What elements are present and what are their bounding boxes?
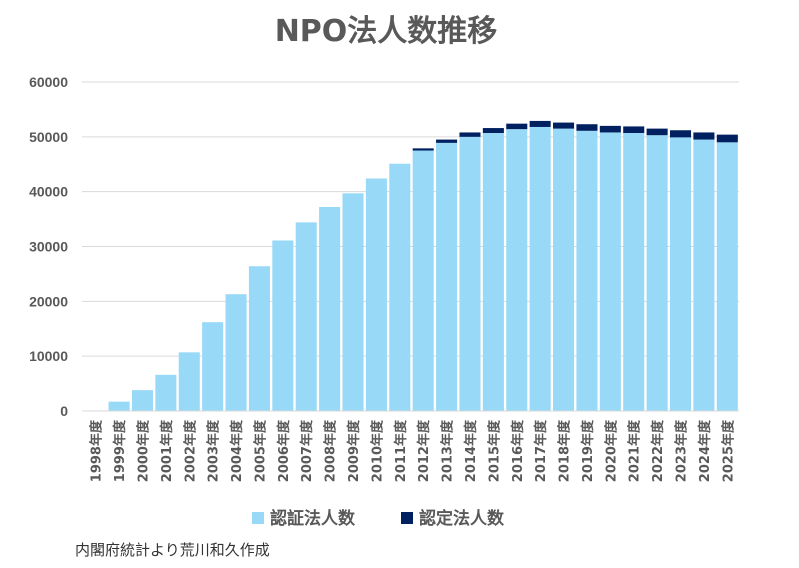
x-tick-label: 2010年度 — [369, 419, 385, 482]
y-tick-label: 10000 — [29, 348, 68, 364]
x-tick-label: 2018年度 — [557, 419, 573, 482]
x-tick-label: 2006年度 — [276, 419, 292, 482]
legend: 認証法人数 認定法人数 — [252, 508, 505, 529]
bar-ninsho-2014年度 — [459, 136, 481, 411]
bar-ninsho-2024年度 — [693, 139, 715, 411]
legend-swatch-ninsho — [252, 512, 264, 524]
bar-ninsho-2001年度 — [155, 374, 177, 411]
y-tick-label: 40000 — [29, 184, 68, 200]
bar-ninsho-2021年度 — [623, 133, 645, 411]
x-tick-label: 2011年度 — [393, 419, 409, 482]
x-tick-label: 1999年度 — [112, 419, 128, 482]
bar-ninsho-2015年度 — [482, 133, 504, 411]
legend-swatch-nintei — [401, 512, 413, 524]
y-tick-label: 60000 — [29, 74, 68, 90]
bar-ninsho-2012年度 — [412, 150, 434, 412]
source-note: 内閣府統計より荒川和久作成 — [75, 541, 270, 559]
x-tick-label: 2005年度 — [252, 419, 268, 482]
x-tick-label: 2009年度 — [346, 419, 362, 482]
bar-ninsho-2022年度 — [646, 135, 668, 411]
bar-ninsho-2019年度 — [576, 130, 598, 412]
bar-nintei-2021年度 — [623, 126, 645, 133]
bar-ninsho-2002年度 — [178, 352, 200, 411]
bar-ninsho-2004年度 — [225, 294, 247, 411]
bar-ninsho-1999年度 — [108, 401, 130, 411]
bar-nintei-2020年度 — [599, 125, 621, 133]
bar-nintei-2017年度 — [529, 120, 551, 127]
bar-nintei-2023年度 — [669, 130, 692, 138]
x-tick-label: 1998年度 — [89, 419, 105, 482]
y-tick-label: 50000 — [29, 129, 68, 145]
bar-ninsho-2025年度 — [716, 142, 738, 411]
bar-ninsho-2006年度 — [272, 240, 294, 411]
bar-nintei-2025年度 — [716, 134, 738, 143]
bar-ninsho-2017年度 — [529, 126, 551, 412]
x-tick-label: 2020年度 — [603, 419, 619, 482]
bar-nintei-2024年度 — [693, 132, 715, 140]
x-tick-label: 2004年度 — [229, 419, 245, 482]
bar-ninsho-2008年度 — [319, 207, 341, 411]
bar-nintei-2022年度 — [646, 128, 668, 136]
bar-ninsho-2023年度 — [669, 137, 692, 411]
bar-ninsho-2007年度 — [295, 222, 317, 411]
x-tick-label: 2003年度 — [206, 419, 222, 482]
bar-ninsho-2009年度 — [342, 193, 364, 411]
x-tick-label: 2001年度 — [159, 419, 175, 482]
bar-nintei-2016年度 — [506, 123, 528, 130]
x-tick-label: 2015年度 — [486, 419, 502, 482]
x-tick-label: 2023年度 — [674, 419, 690, 482]
bar-nintei-2018年度 — [553, 122, 575, 129]
y-tick-label: 30000 — [29, 239, 68, 255]
x-tick-label: 2000年度 — [135, 419, 151, 482]
x-tick-label: 2025年度 — [720, 419, 736, 482]
bar-nintei-2015年度 — [482, 128, 504, 133]
bar-nintei-2019年度 — [576, 124, 598, 131]
y-axis-ticks: 0 10000 20000 30000 40000 50000 60000 — [29, 74, 68, 419]
bar-nintei-2014年度 — [459, 132, 481, 137]
chart-title: NPO法人数推移 — [275, 14, 498, 49]
x-tick-label: 2017年度 — [533, 419, 549, 482]
bar-ninsho-2016年度 — [506, 129, 528, 411]
x-tick-label: 2008年度 — [323, 419, 339, 482]
x-tick-label: 2014年度 — [463, 419, 479, 482]
x-tick-label: 2019年度 — [580, 419, 596, 482]
legend-label-ninsho: 認証法人数 — [270, 508, 356, 529]
x-tick-label: 2002年度 — [182, 419, 198, 482]
bar-ninsho-2013年度 — [436, 142, 458, 411]
x-tick-label: 2016年度 — [510, 419, 526, 482]
bar-ninsho-2020年度 — [599, 132, 621, 411]
y-tick-label: 20000 — [29, 293, 68, 309]
bar-nintei-2012年度 — [412, 148, 434, 151]
x-axis-ticks: 1998年度 1999年度 2000年度 2001年度 2002年度 2003年度 2004… — [89, 419, 737, 482]
x-tick-label: 2022年度 — [650, 419, 666, 482]
x-tick-label: 2012年度 — [416, 419, 432, 482]
bar-ninsho-2018年度 — [553, 128, 575, 412]
y-tick-label: 0 — [60, 403, 68, 419]
bar-ninsho-2005年度 — [248, 266, 270, 411]
legend-label-nintei: 認定法人数 — [419, 508, 505, 529]
bar-ninsho-2011年度 — [389, 163, 411, 411]
x-tick-label: 2007年度 — [299, 419, 315, 482]
bar-ninsho-2010年度 — [365, 178, 387, 411]
x-tick-label: 2024年度 — [697, 419, 713, 482]
x-tick-label: 2021年度 — [627, 419, 643, 482]
bar-ninsho-2000年度 — [131, 390, 154, 411]
x-tick-label: 2013年度 — [440, 419, 456, 482]
bars — [108, 120, 738, 412]
bar-ninsho-2003年度 — [202, 322, 224, 411]
bar-nintei-2013年度 — [436, 139, 458, 143]
